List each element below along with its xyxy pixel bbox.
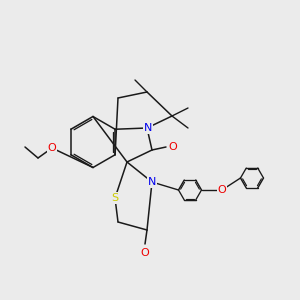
Text: O: O [169, 142, 177, 152]
Text: O: O [141, 248, 149, 258]
Text: O: O [218, 185, 226, 195]
Text: N: N [144, 123, 152, 133]
Text: O: O [48, 143, 56, 153]
Text: N: N [148, 177, 156, 187]
Text: S: S [111, 193, 118, 203]
